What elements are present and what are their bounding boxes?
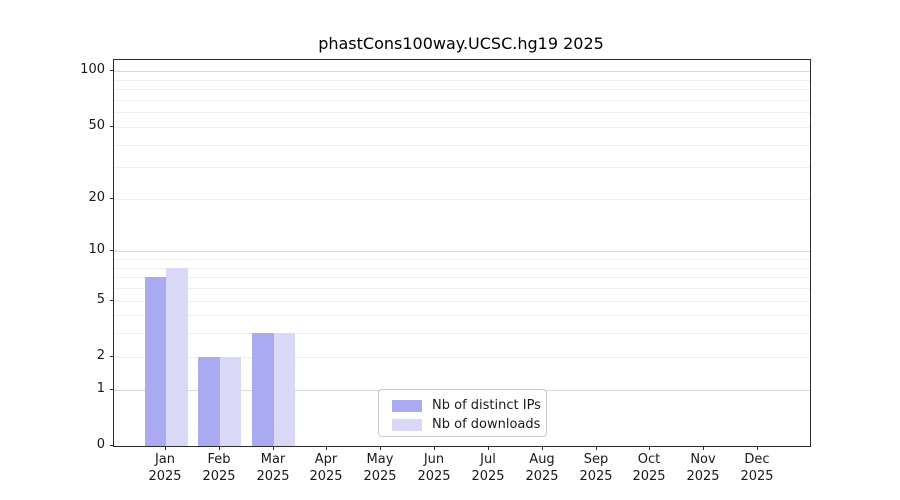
y-tick-mark-0: [110, 445, 114, 446]
legend-label-distinct-ips: Nb of distinct IPs: [432, 398, 541, 413]
y-tick-mark-1: [110, 389, 114, 390]
gridline-minor-4: [114, 315, 810, 317]
x-tick-label-oct: Oct 2025: [617, 451, 681, 485]
chart-title: phastCons100way.UCSC.hg19 2025: [318, 34, 604, 53]
x-tick-label-year: 2025: [686, 469, 720, 484]
x-tick-label-year: 2025: [256, 469, 290, 484]
x-tick-label-year: 2025: [363, 469, 397, 484]
x-tick-label-sep: Sep 2025: [564, 451, 628, 485]
x-tick-label-year: 2025: [579, 469, 613, 484]
legend-swatch-distinct-ips: [392, 399, 422, 412]
x-tick-label-may: May 2025: [348, 451, 412, 485]
x-tick-label-year: 2025: [202, 469, 236, 484]
x-tick-mark-jun: [434, 446, 435, 450]
x-tick-label-year: 2025: [525, 469, 559, 484]
y-tick-mark-2: [110, 356, 114, 357]
x-tick-label-month: Nov: [690, 452, 716, 467]
x-tick-label-year: 2025: [740, 469, 774, 484]
x-tick-mark-mar: [273, 446, 274, 450]
bar-nb-of-distinct-ips-jan: [144, 277, 166, 446]
x-tick-label-month: Aug: [529, 452, 555, 467]
x-tick-label-month: Mar: [260, 452, 286, 467]
gridline-minor-6: [114, 288, 810, 289]
x-tick-label-jan: Jan 2025: [133, 451, 197, 485]
x-tick-label-dec: Dec 2025: [725, 451, 789, 485]
bar-nb-of-downloads-jan: [166, 267, 188, 446]
x-tick-mark-oct: [649, 446, 650, 450]
x-tick-label-month: May: [366, 452, 394, 467]
x-tick-label-year: 2025: [632, 469, 666, 484]
x-tick-label-feb: Feb 2025: [187, 451, 251, 485]
gridline-minor-60: [114, 112, 810, 114]
x-tick-label-aug: Aug 2025: [510, 451, 574, 485]
x-tick-mark-jan: [165, 446, 166, 450]
x-tick-label-nov: Nov 2025: [671, 451, 735, 485]
x-tick-label-mar: Mar 2025: [241, 451, 305, 485]
gridline-minor-9: [114, 259, 810, 260]
gridline-minor-80: [114, 89, 810, 91]
y-tick-label-50: 50: [88, 118, 105, 133]
gridline-major-100: [114, 71, 810, 73]
gridline-minor-20: [114, 198, 810, 200]
bar-nb-of-downloads-feb: [219, 356, 242, 446]
x-tick-label-month: Sep: [583, 452, 609, 467]
gridline-minor-2: [114, 356, 810, 358]
y-tick-label-100: 100: [80, 62, 105, 77]
y-tick-mark-5: [110, 300, 114, 301]
legend-swatch-downloads: [392, 418, 422, 431]
bar-nb-of-distinct-ips-feb: [198, 356, 220, 446]
legend-label-downloads: Nb of downloads: [432, 417, 541, 432]
x-tick-label-apr: Apr 2025: [294, 451, 358, 485]
x-tick-label-year: 2025: [148, 469, 182, 484]
gridline-minor-8: [114, 267, 810, 269]
y-tick-label-10: 10: [88, 242, 105, 257]
bar-nb-of-distinct-ips-mar: [252, 333, 274, 446]
x-tick-mark-may: [380, 446, 381, 450]
x-tick-label-month: Jul: [480, 452, 496, 467]
bar-nb-of-downloads-mar: [273, 333, 296, 446]
x-tick-mark-dec: [757, 446, 758, 450]
y-tick-label-5: 5: [96, 292, 105, 307]
y-tick-mark-20: [110, 198, 114, 199]
x-tick-label-month: Jun: [423, 452, 445, 467]
x-tick-label-year: 2025: [471, 469, 505, 484]
gridline-minor-30: [114, 167, 810, 169]
gridline-minor-3: [114, 333, 810, 335]
x-tick-mark-feb: [219, 446, 220, 450]
gridline-minor-40: [114, 144, 810, 146]
x-tick-mark-aug: [542, 446, 543, 450]
gridline-minor-5: [114, 300, 810, 302]
y-tick-label-1: 1: [96, 381, 105, 396]
x-tick-label-year: 2025: [417, 469, 451, 484]
plot-area: [113, 59, 811, 447]
x-tick-mark-jul: [488, 446, 489, 450]
x-tick-mark-nov: [703, 446, 704, 450]
y-tick-label-20: 20: [88, 190, 105, 205]
legend: Nb of distinct IPs Nb of downloads: [378, 389, 547, 437]
gridline-minor-50: [114, 126, 810, 128]
x-tick-label-jun: Jun 2025: [402, 451, 466, 485]
legend-item-distinct-ips: Nb of distinct IPs: [392, 396, 546, 415]
y-tick-label-2: 2: [96, 348, 105, 363]
gridline-minor-90: [114, 79, 810, 81]
x-tick-label-month: Feb: [207, 452, 231, 467]
y-tick-mark-10: [110, 250, 114, 251]
x-tick-label-jul: Jul 2025: [456, 451, 520, 485]
legend-item-downloads: Nb of downloads: [392, 415, 546, 434]
x-tick-mark-apr: [326, 446, 327, 450]
x-tick-label-month: Dec: [744, 452, 770, 467]
gridline-minor-70: [114, 99, 810, 101]
x-tick-label-month: Oct: [637, 452, 661, 467]
x-tick-label-month: Apr: [314, 452, 338, 467]
y-tick-label-0: 0: [96, 437, 105, 452]
gridline-minor-7: [114, 277, 810, 279]
x-tick-label-month: Jan: [154, 452, 176, 467]
y-tick-mark-50: [110, 126, 114, 127]
x-tick-mark-sep: [596, 446, 597, 450]
y-tick-mark-100: [110, 70, 114, 71]
gridline-major-10: [114, 251, 810, 253]
x-tick-label-year: 2025: [309, 469, 343, 484]
